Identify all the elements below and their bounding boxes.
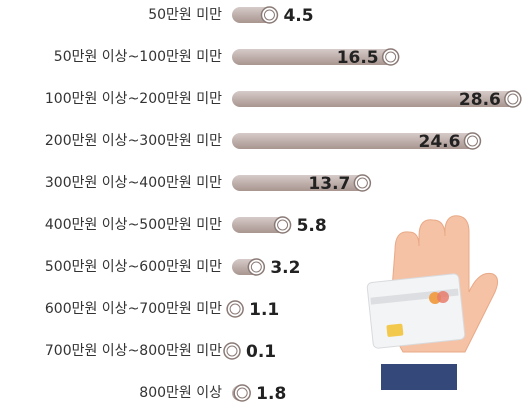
value-label: 1.1	[249, 300, 279, 320]
coin-icon	[226, 300, 244, 318]
category-label: 300만원 이상~400만원 미만	[45, 175, 222, 191]
bar	[232, 49, 399, 65]
value-label: 24.6	[419, 132, 461, 152]
coin-icon	[273, 216, 292, 234]
value-label: 5.8	[297, 216, 327, 236]
category-label: 200만원 이상~300만원 미만	[45, 133, 222, 149]
coin-icon	[463, 132, 482, 150]
coin-icon	[260, 6, 279, 24]
coin-icon	[353, 174, 372, 192]
hand-illustration	[366, 215, 499, 390]
category-label: 700만원 이상~800만원 미만	[45, 343, 222, 359]
bar	[232, 91, 521, 107]
coin-icon-inner	[507, 93, 519, 105]
category-label: 500만원 이상~600만원 미만	[45, 259, 222, 275]
coin-icon	[247, 258, 266, 276]
coin-icon-inner	[250, 261, 262, 273]
category-label: 400만원 이상~500만원 미만	[45, 217, 222, 233]
category-label: 100만원 이상~200만원 미만	[45, 91, 222, 107]
value-label: 0.1	[246, 342, 276, 362]
coin-icon	[504, 90, 522, 108]
category-label: 50만원 미만	[148, 7, 222, 23]
value-label: 13.7	[308, 174, 350, 194]
coin-icon-inner	[385, 51, 397, 63]
coin-icon-inner	[263, 9, 275, 21]
value-label: 1.8	[256, 384, 286, 404]
value-label: 3.2	[270, 258, 300, 278]
coin-icon-inner	[356, 177, 368, 189]
bar	[232, 175, 371, 191]
coin-icon	[381, 48, 400, 66]
coin-icon-inner	[226, 345, 238, 357]
category-label: 50만원 이상~100만원 미만	[54, 49, 222, 65]
coin-icon	[223, 342, 241, 360]
coin-icon-inner	[236, 387, 248, 399]
value-label: 28.6	[459, 90, 501, 110]
category-label: 600만원 이상~700만원 미만	[45, 301, 222, 317]
coin-icon-inner	[466, 135, 478, 147]
coin-icon-inner	[277, 219, 289, 231]
coin-icon	[233, 384, 251, 402]
value-label: 16.5	[337, 48, 379, 68]
coin-icon-inner	[229, 303, 241, 315]
category-label: 800만원 이상	[139, 385, 222, 401]
value-label: 4.5	[283, 6, 313, 26]
bar	[232, 133, 481, 149]
